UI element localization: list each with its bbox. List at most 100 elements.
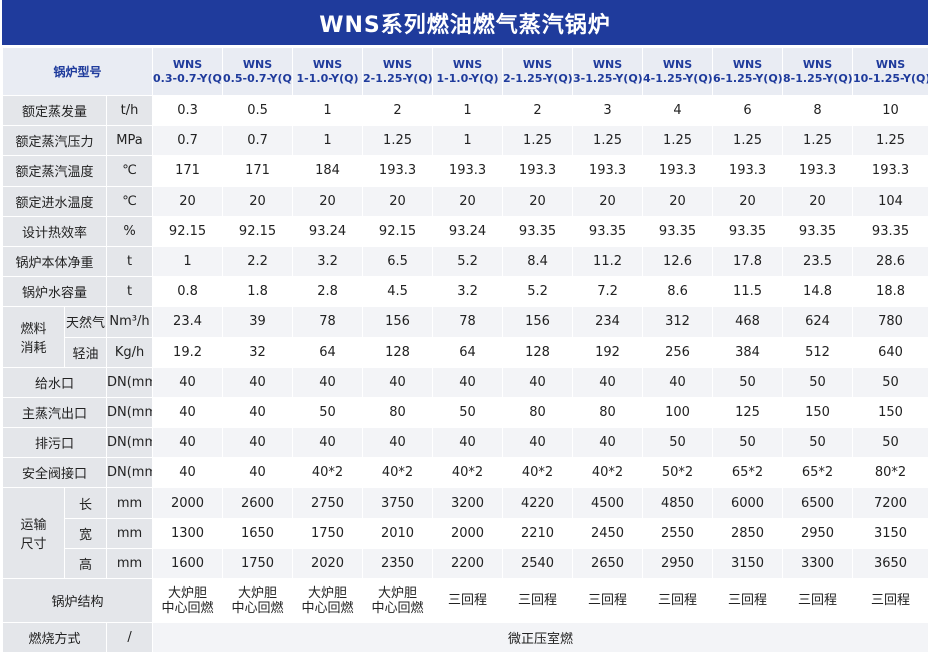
size-group-text: 尺寸 — [20, 537, 47, 553]
table-row: 运输 尺寸长 mm 2000 2600 2750 3750 3200 4220 4500 4850 6… — [2, 487, 930, 579]
model-code: 3-1.25-Y(Q) — [573, 71, 643, 85]
value-cell: 20 — [642, 185, 714, 217]
value-cell: 3750 — [362, 487, 434, 519]
value-cell: 1750 — [292, 517, 364, 549]
table-row: 宽 mm 1300 1650 1750 2010 2000 2210 2450 2550 2850 2… — [3, 517, 930, 549]
value-cell: 193.3 — [642, 155, 714, 187]
value-cell: 40 — [222, 396, 294, 429]
value-cell: 50 — [782, 427, 854, 459]
model-code: 2-1.25-Y(Q) — [363, 71, 433, 85]
value-cell: 40 — [222, 457, 294, 489]
value-cell: 1.25 — [712, 125, 784, 157]
value-cell: 20 — [502, 185, 574, 217]
value-cell: 50 — [852, 366, 930, 398]
value-cell: 2000 — [152, 487, 224, 519]
row-unit: mm — [105, 517, 154, 549]
value-cell: 50 — [292, 396, 364, 429]
value-cell: 0.7 — [222, 125, 294, 157]
model-series: WNS — [592, 57, 623, 71]
value-cell: 40 — [432, 427, 504, 459]
value-cell: 2 — [502, 94, 574, 127]
value-cell: 50 — [852, 427, 930, 459]
value-cell: 7.2 — [572, 276, 644, 308]
model-header: WNS 3-1.25-Y(Q) — [572, 47, 644, 96]
model-series: WNS — [662, 57, 693, 71]
value-cell: 1.25 — [502, 125, 574, 157]
value-cell: 3.2 — [292, 245, 364, 278]
value-cell: 50 — [712, 366, 784, 398]
row-unit: DN(mm) — [105, 366, 154, 398]
value-cell: 3300 — [782, 547, 854, 580]
value-cell: 3150 — [852, 517, 930, 549]
value-cell: 193.3 — [572, 155, 644, 187]
row-unit: mm — [105, 547, 154, 580]
value-cell: 192 — [572, 336, 644, 368]
value-cell: 2.8 — [292, 276, 364, 308]
value-cell: 40*2 — [362, 457, 434, 489]
value-cell: 2.2 — [222, 245, 294, 278]
table-row: 安全阀接口DN(mm)404040*240*240*240*240*250*26… — [2, 457, 930, 489]
model-series: WNS — [242, 57, 273, 71]
value-cell: 2350 — [362, 547, 434, 580]
table-row: 锅炉水容量 t 0.8 1.8 2.8 4.5 3.2 5.2 7.2 8.6 11.5 14.8 18… — [2, 276, 930, 308]
value-cell: 92.15 — [222, 215, 294, 247]
value-cell: 40*2 — [292, 457, 364, 489]
value-cell: 40 — [152, 457, 224, 489]
value-cell: 三回程 — [502, 578, 574, 623]
value-cell: 93.35 — [852, 215, 930, 247]
value-cell: 80*2 — [852, 457, 930, 489]
value-cell: 1750 — [222, 547, 294, 580]
value-cell: 1300 — [152, 517, 224, 549]
value-cell: 2450 — [572, 517, 644, 549]
value-cell: 50 — [642, 427, 714, 459]
dimension-label: 宽 — [64, 517, 107, 549]
value-cell: 40 — [222, 427, 294, 459]
value-cell: 156 — [362, 306, 434, 338]
value-cell: 2850 — [712, 517, 784, 549]
row-unit: t — [105, 276, 154, 308]
value-cell: 40*2 — [432, 457, 504, 489]
table-row: 高 mm 1600 1750 2020 2350 2200 2540 2650 2950 3150 3… — [3, 547, 930, 580]
model-code: 0.5-0.7-Y(Q) — [223, 71, 293, 85]
row-unit: Kg/h — [105, 336, 154, 368]
value-cell: 6500 — [782, 487, 854, 519]
row-unit: t/h — [105, 94, 154, 127]
value-cell: 40 — [152, 396, 224, 429]
table-row: 锅炉本体净重 t 1 2.2 3.2 6.5 5.2 8.4 11.2 12.6 17.8 23.5 2… — [2, 245, 930, 278]
value-cell: 20 — [572, 185, 644, 217]
value-cell: 93.24 — [292, 215, 364, 247]
value-cell: 1.25 — [572, 125, 644, 157]
value-cell: 40 — [152, 427, 224, 459]
model-series: WNS — [312, 57, 343, 71]
value-cell: 1 — [292, 94, 364, 127]
value-cell: 2 — [362, 94, 434, 127]
model-header: WNS 0.3-0.7-Y(Q) — [152, 47, 224, 96]
value-cell: 780 — [852, 306, 930, 338]
value-cell: 1600 — [152, 547, 224, 580]
model-header: WNS 2-1.25-Y(Q) — [502, 47, 574, 96]
value-cell: 64 — [432, 336, 504, 368]
table-row: 额定进水温度 ℃ 20 20 20 20 20 20 20 20 20 20 104 — [2, 185, 930, 217]
value-cell: 40 — [572, 427, 644, 459]
value-cell: 6000 — [712, 487, 784, 519]
value-cell: 2550 — [642, 517, 714, 549]
value-cell: 256 — [642, 336, 714, 368]
value-cell: 40 — [432, 366, 504, 398]
table-row: 额定蒸汽压力 MPa 0.7 0.7 1 1.25 1 1.25 1.25 1.25 1.25 1.2… — [2, 125, 930, 157]
value-cell: 4 — [642, 94, 714, 127]
value-cell: 2210 — [502, 517, 574, 549]
value-cell: 171 — [222, 155, 294, 187]
value-cell: 2200 — [432, 547, 504, 580]
row-label: 燃烧方式 — [2, 622, 107, 653]
row-unit: DN(mm) — [105, 457, 154, 489]
value-cell: 20 — [712, 185, 784, 217]
value-cell: 20 — [292, 185, 364, 217]
value-cell: 8.4 — [502, 245, 574, 278]
fuel-group-text: 燃料 — [20, 322, 47, 337]
value-cell: 20 — [362, 185, 434, 217]
value-cell: 20 — [432, 185, 504, 217]
model-code: 10-1.25-Y(Q) — [853, 71, 929, 85]
value-cell: 3200 — [432, 487, 504, 519]
value-cell: 93.35 — [502, 215, 574, 247]
value-cell: 40 — [222, 366, 294, 398]
